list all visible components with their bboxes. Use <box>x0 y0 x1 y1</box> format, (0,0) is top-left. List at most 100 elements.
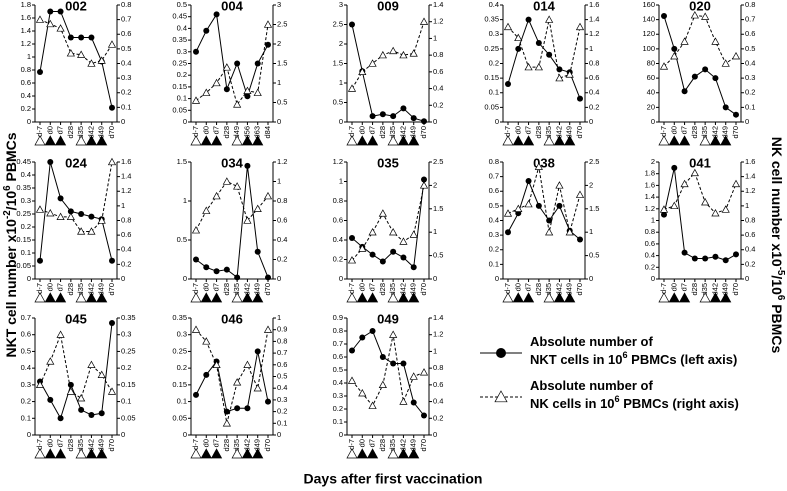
x-tick-label: d7 <box>56 439 65 447</box>
y2-tick-label: 1.6 <box>121 157 131 166</box>
y2-tick-label: 0.5 <box>277 97 287 106</box>
vaccination-marker <box>502 292 514 303</box>
nkt-point <box>535 40 542 47</box>
y-tick-label: 0 <box>183 117 187 126</box>
y-tick-label: 0.5 <box>333 365 343 374</box>
x-tick-label: d35 <box>700 126 709 139</box>
y2-tick-label: 1 <box>745 201 749 210</box>
panel-title: 035 <box>377 155 399 170</box>
y2-tick-label: 0.2 <box>589 102 599 111</box>
nk-point <box>534 62 543 71</box>
nkt-point <box>213 11 220 18</box>
nk-point <box>555 73 564 82</box>
y2-tick-label: 0.4 <box>433 84 443 93</box>
x-tick-label: d70 <box>263 283 272 296</box>
y-tick-label: 0.2 <box>333 404 343 413</box>
y-tick-label: 0.1 <box>21 248 31 257</box>
x-tick-label: d28 <box>66 126 75 139</box>
y-axis-label: NKT cell number x10-2/106 PBMCs <box>2 132 19 357</box>
y-tick-label: 0.45 <box>16 157 31 166</box>
y-tick-label: 2.5 <box>333 19 343 28</box>
nk-point <box>347 376 357 384</box>
y-tick-label: 0.25 <box>16 209 31 218</box>
legend-nk-marker <box>494 390 508 403</box>
vaccination-marker <box>346 292 358 303</box>
x-tick-label: d0 <box>45 126 54 134</box>
x-tick-label: d0 <box>201 439 210 447</box>
y2-tick-label: 0.2 <box>121 259 131 268</box>
nkt-point <box>359 334 366 341</box>
y2-tick-label: 0 <box>277 274 281 283</box>
nk-point <box>46 208 55 217</box>
vaccination-marker <box>387 292 399 303</box>
y-tick-label: 120 <box>642 29 655 38</box>
nk-point <box>503 209 513 217</box>
text-part: Absolute number of <box>530 378 653 393</box>
y2-tick-label: 1.6 <box>589 0 599 9</box>
nkt-point <box>265 398 271 405</box>
y2-tick-label: 0.1 <box>745 102 755 111</box>
y-tick-label: 0.2 <box>333 254 343 263</box>
y-tick-label: 0.3 <box>21 196 31 205</box>
y-tick-label: 0.25 <box>484 44 499 53</box>
y-tick-label: 0.4 <box>489 215 499 224</box>
nkt-point <box>702 255 709 262</box>
nkt-point <box>712 75 719 82</box>
x-tick-label: d70 <box>575 283 584 296</box>
x-tick-label: d0 <box>513 126 522 134</box>
nk-point <box>107 387 117 395</box>
panel-title: 049 <box>377 311 399 326</box>
nkt-point <box>390 248 397 255</box>
nkt-point <box>349 21 355 28</box>
y2-tick-label: 1.4 <box>433 0 443 9</box>
superscript: -2 <box>2 210 13 219</box>
nk-point <box>243 360 252 368</box>
y-tick-label: 0.8 <box>333 326 343 335</box>
vaccination-marker <box>408 448 420 459</box>
vaccination-marker <box>85 135 98 146</box>
y-tick-label: 0.2 <box>21 397 31 406</box>
vaccination-marker <box>408 292 420 303</box>
nkt-point <box>88 213 95 220</box>
vaccination-marker <box>512 292 524 303</box>
nkt-point <box>661 12 667 19</box>
y2-tick-label: 0.2 <box>433 413 443 422</box>
y2-tick-label: 1 <box>589 44 593 53</box>
y2-tick-label: 0.1 <box>121 397 131 406</box>
y-tick-label: 0.7 <box>21 313 31 322</box>
y2-tick-label: 0.2 <box>277 254 287 263</box>
vaccination-marker <box>75 292 87 303</box>
y2-tick-label: 1 <box>433 33 437 42</box>
x-tick-label: d28 <box>222 283 231 296</box>
y2-tick-label: 0.8 <box>121 215 131 224</box>
nk-point <box>731 179 741 188</box>
nkt-point <box>67 34 74 41</box>
nkt-point <box>98 410 105 417</box>
nkt-point <box>265 41 271 48</box>
x-tick-label: d28 <box>66 283 75 296</box>
x-tick-label: d7 <box>368 439 377 447</box>
x-tick-label: d-7 <box>503 283 512 294</box>
y2-tick-label: 0.3 <box>745 73 755 82</box>
vaccination-marker <box>200 448 212 459</box>
y2-tick-label: 0.8 <box>121 0 131 9</box>
vaccination-marker <box>34 448 46 459</box>
x-tick-label: d-7 <box>191 283 200 294</box>
y-tick-label: 0.5 <box>333 97 343 106</box>
nk-point <box>659 205 669 213</box>
y-tick-label: 0.45 <box>172 12 187 21</box>
y2-tick-label: 0.15 <box>121 380 136 389</box>
nk-point <box>368 401 377 409</box>
vaccination-marker <box>210 135 223 146</box>
x-tick-label: d35 <box>76 283 85 296</box>
nk-point <box>409 49 418 57</box>
nkt-point <box>234 60 241 67</box>
y2-tick-label: 0.2 <box>121 88 131 97</box>
x-tick-label: d7 <box>524 126 533 134</box>
y2-tick-label: 0 <box>277 117 281 126</box>
x-tick-label: d35 <box>700 283 709 296</box>
y-tick-label: 0.4 <box>21 91 31 100</box>
vaccination-marker <box>387 135 399 146</box>
y2-tick-label: 0.3 <box>121 73 131 82</box>
vaccination-marker <box>346 135 358 146</box>
